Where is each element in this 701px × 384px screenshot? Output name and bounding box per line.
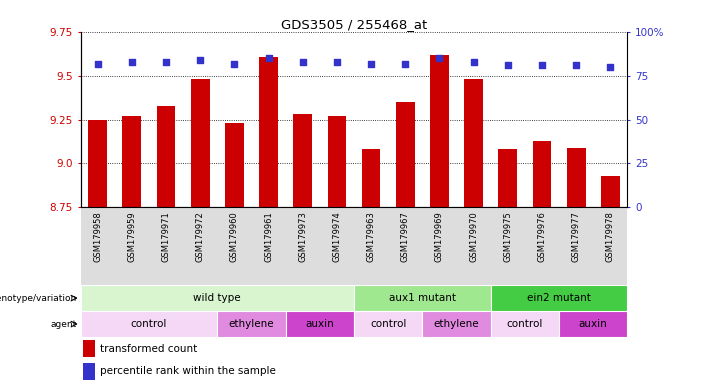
Bar (286, 311, 354, 337)
Text: control: control (507, 319, 543, 329)
Bar (559, 311, 627, 337)
Point (126, 59, 137, 65)
Text: GSM179977: GSM179977 (571, 211, 580, 262)
Bar (81, 285, 354, 311)
Point (502, 62, 513, 68)
Bar (566, 147, 585, 207)
Text: GSM179978: GSM179978 (606, 211, 615, 262)
Text: transformed count: transformed count (100, 344, 197, 354)
Bar (362, 149, 381, 207)
Bar (491, 285, 627, 311)
Point (161, 59, 172, 65)
Text: wild type: wild type (193, 293, 241, 303)
Text: ethylene: ethylene (434, 319, 479, 329)
Bar (491, 311, 559, 337)
Text: ethylene: ethylene (229, 319, 274, 329)
Text: GSM179972: GSM179972 (196, 211, 205, 262)
Text: GSM179973: GSM179973 (298, 211, 307, 262)
Text: GSM179975: GSM179975 (503, 211, 512, 262)
Point (434, 55, 445, 61)
Text: control: control (370, 319, 407, 329)
Point (605, 64, 616, 70)
Bar (464, 79, 483, 207)
Title: GDS3505 / 255468_at: GDS3505 / 255468_at (281, 18, 427, 31)
Bar (533, 141, 552, 207)
Bar (422, 311, 491, 337)
Bar (396, 102, 415, 207)
Bar (156, 106, 175, 207)
Bar (601, 175, 620, 207)
Text: GSM179971: GSM179971 (161, 211, 170, 262)
Text: agent: agent (51, 319, 77, 329)
Bar (293, 114, 312, 207)
Text: control: control (131, 319, 167, 329)
Text: GSM179959: GSM179959 (128, 211, 137, 262)
Point (536, 62, 547, 68)
Bar (217, 311, 286, 337)
Point (365, 61, 376, 67)
Point (297, 59, 308, 65)
Text: percentile rank within the sample: percentile rank within the sample (100, 366, 275, 376)
Point (195, 57, 206, 63)
Point (229, 61, 240, 67)
Point (400, 61, 411, 67)
Text: GSM179974: GSM179974 (332, 211, 341, 262)
Bar (354, 285, 491, 311)
Bar (327, 116, 346, 207)
Text: GSM179970: GSM179970 (469, 211, 478, 262)
Text: genotype/variation: genotype/variation (0, 294, 77, 303)
Point (571, 62, 582, 68)
Text: GSM179967: GSM179967 (401, 211, 410, 262)
Bar (259, 56, 278, 207)
Bar (123, 116, 142, 207)
Text: GSM179958: GSM179958 (93, 211, 102, 262)
Text: auxin: auxin (306, 319, 334, 329)
Text: GSM179960: GSM179960 (230, 211, 239, 262)
Bar (354, 311, 422, 337)
Text: ein2 mutant: ein2 mutant (527, 293, 591, 303)
Text: GSM179976: GSM179976 (538, 211, 547, 262)
Point (263, 55, 274, 61)
Text: GSM179961: GSM179961 (264, 211, 273, 262)
Bar (430, 55, 449, 207)
Point (468, 59, 479, 65)
Text: GSM179969: GSM179969 (435, 211, 444, 262)
Text: GSM179963: GSM179963 (367, 211, 376, 262)
Bar (83, 340, 95, 358)
Text: aux1 mutant: aux1 mutant (389, 293, 456, 303)
Bar (191, 79, 210, 207)
Point (92, 61, 103, 67)
Bar (498, 149, 517, 207)
Bar (88, 119, 107, 207)
Bar (83, 363, 95, 380)
Point (332, 59, 343, 65)
Text: auxin: auxin (579, 319, 608, 329)
Bar (225, 123, 244, 207)
Bar (81, 311, 217, 337)
